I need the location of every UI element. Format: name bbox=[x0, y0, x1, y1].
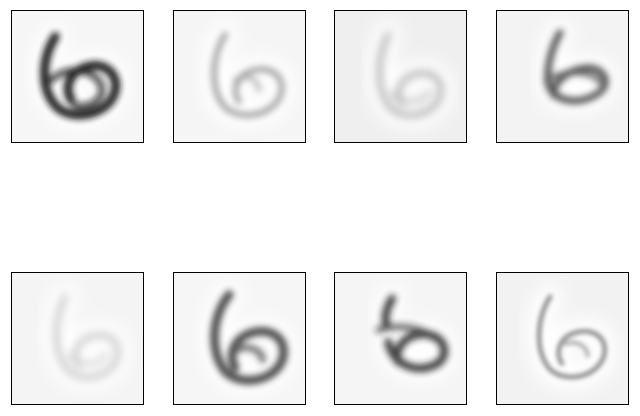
digit-six-panel-2 bbox=[173, 10, 306, 143]
digit-inner-stroke bbox=[229, 344, 267, 364]
digit-six-image bbox=[366, 21, 454, 128]
digit-six-panel-1 bbox=[11, 10, 144, 143]
digit-inner-stroke bbox=[564, 340, 590, 358]
digit-stroke bbox=[53, 293, 121, 380]
digit-six-image bbox=[372, 285, 458, 381]
digit-stroke bbox=[376, 31, 444, 118]
digit-six-image bbox=[201, 21, 295, 128]
digit-six-panel-4 bbox=[496, 10, 629, 143]
digit-stroke bbox=[381, 294, 449, 373]
digit-six-panel-3 bbox=[334, 10, 467, 143]
digit-inner-stroke bbox=[389, 89, 432, 104]
digit-inner-stroke bbox=[375, 323, 437, 342]
digit-six-panel-6 bbox=[173, 272, 306, 405]
digit-stroke bbox=[536, 294, 607, 380]
digit-six-panel-7 bbox=[334, 272, 467, 405]
digit-inner-stroke bbox=[66, 351, 109, 366]
digit-inner-stroke bbox=[232, 74, 262, 93]
digit-six-image bbox=[201, 281, 297, 394]
digit-six-image bbox=[31, 23, 129, 128]
digit-stroke bbox=[210, 290, 288, 385]
digit-inner-stroke bbox=[543, 70, 603, 85]
digit-six-panel-8 bbox=[496, 272, 629, 405]
digit-inner-stroke bbox=[47, 67, 106, 110]
digit-six-panel-5 bbox=[11, 272, 144, 405]
digit-stroke bbox=[211, 31, 285, 118]
digit-six-image bbox=[534, 19, 619, 114]
digit-six-image bbox=[526, 283, 618, 390]
digit-six-image bbox=[43, 283, 131, 390]
